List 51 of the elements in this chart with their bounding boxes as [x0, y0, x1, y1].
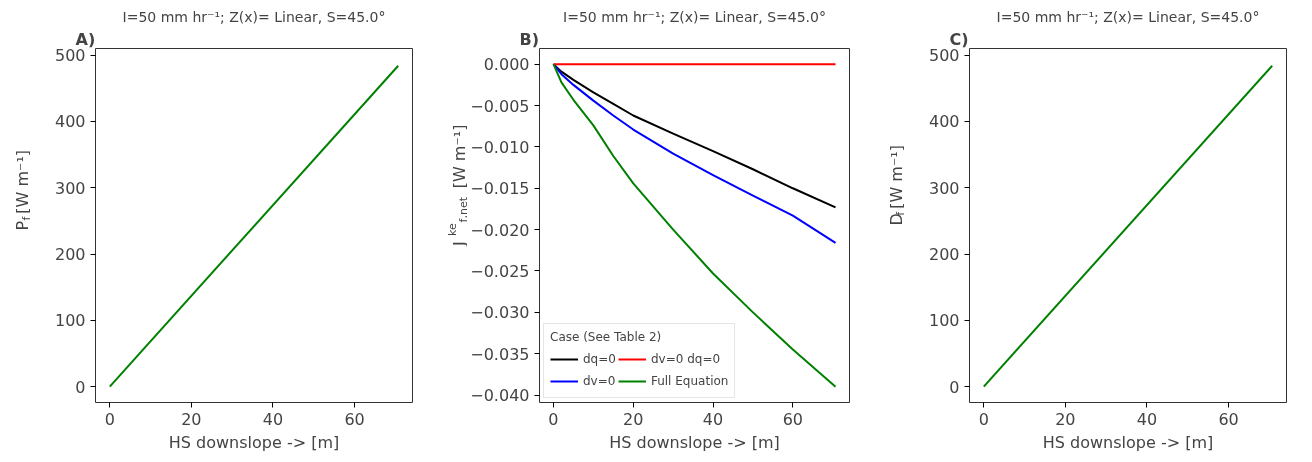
- x-tick-label: 40: [702, 409, 724, 429]
- chart-title: C): [949, 29, 969, 49]
- y-tick-label: 300: [54, 178, 86, 198]
- x-tick-label: 0: [548, 409, 559, 429]
- y-tick-label: −0.035: [470, 344, 530, 364]
- x-tick-label: 20: [1055, 409, 1076, 429]
- x-tick-label: 60: [1218, 409, 1239, 429]
- y-tick-label: 500: [928, 46, 960, 66]
- y-tick-label: −0.040: [470, 386, 530, 406]
- x-tick-label: 20: [181, 409, 202, 429]
- legend-label: dv=0: [583, 374, 616, 388]
- x-tick-label: 20: [623, 409, 644, 429]
- chart-subtitle: I=50 mm hr⁻¹; Z(x)= Linear, S=45.0°: [122, 8, 386, 25]
- y-tick-label: 300: [928, 178, 960, 198]
- x-tick-label: 0: [104, 409, 115, 429]
- x-tick-label: 40: [262, 409, 284, 429]
- y-axis-title: Df [W m⁻¹]: [887, 144, 907, 226]
- legend-label: dv=0 dq=0: [650, 352, 721, 366]
- y-tick-label: −0.005: [470, 96, 530, 116]
- y-tick-label: 0.000: [483, 55, 530, 75]
- y-tick-label: 100: [928, 311, 960, 331]
- y-tick-label: 500: [54, 46, 86, 66]
- line-series: [552, 63, 837, 388]
- chart-subtitle: I=50 mm hr⁻¹; Z(x)= Linear, S=45.0°: [996, 8, 1260, 25]
- y-tick-label: 200: [54, 245, 86, 265]
- y-tick-label: −0.025: [470, 261, 530, 281]
- y-tick-label: 200: [928, 245, 960, 265]
- x-axis-title: HS downslope -> [m]: [1042, 432, 1214, 452]
- x-tick-label: 60: [782, 409, 804, 429]
- y-tick-label: −0.015: [470, 179, 530, 199]
- y-tick-label: −0.010: [470, 137, 530, 157]
- x-axis-title: HS downslope -> [m]: [168, 432, 340, 452]
- x-tick-label: 60: [344, 409, 365, 429]
- y-tick-label: 100: [54, 311, 86, 331]
- y-tick-label: 0: [949, 377, 960, 397]
- x-tick-label: 0: [978, 409, 989, 429]
- legend-title: Case (See Table 2): [550, 330, 663, 344]
- legend-label: Full Equation: [650, 374, 729, 388]
- x-axis-title: HS downslope -> [m]: [609, 432, 780, 452]
- chart-title: B): [519, 29, 540, 49]
- legend-label: dq=0: [583, 352, 616, 366]
- y-tick-label: −0.030: [470, 303, 530, 323]
- chart-title: A): [75, 29, 96, 49]
- y-tick-label: 400: [928, 112, 960, 132]
- x-tick-label: 40: [1136, 409, 1158, 429]
- y-tick-label: 0: [75, 377, 86, 397]
- line-series: [552, 63, 837, 244]
- y-tick-label: 400: [54, 112, 86, 132]
- y-axis-title: Pf [W m⁻¹]: [13, 149, 33, 231]
- y-tick-label: −0.020: [470, 220, 530, 240]
- chart-subtitle: I=50 mm hr⁻¹; Z(x)= Linear, S=45.0°: [563, 8, 826, 25]
